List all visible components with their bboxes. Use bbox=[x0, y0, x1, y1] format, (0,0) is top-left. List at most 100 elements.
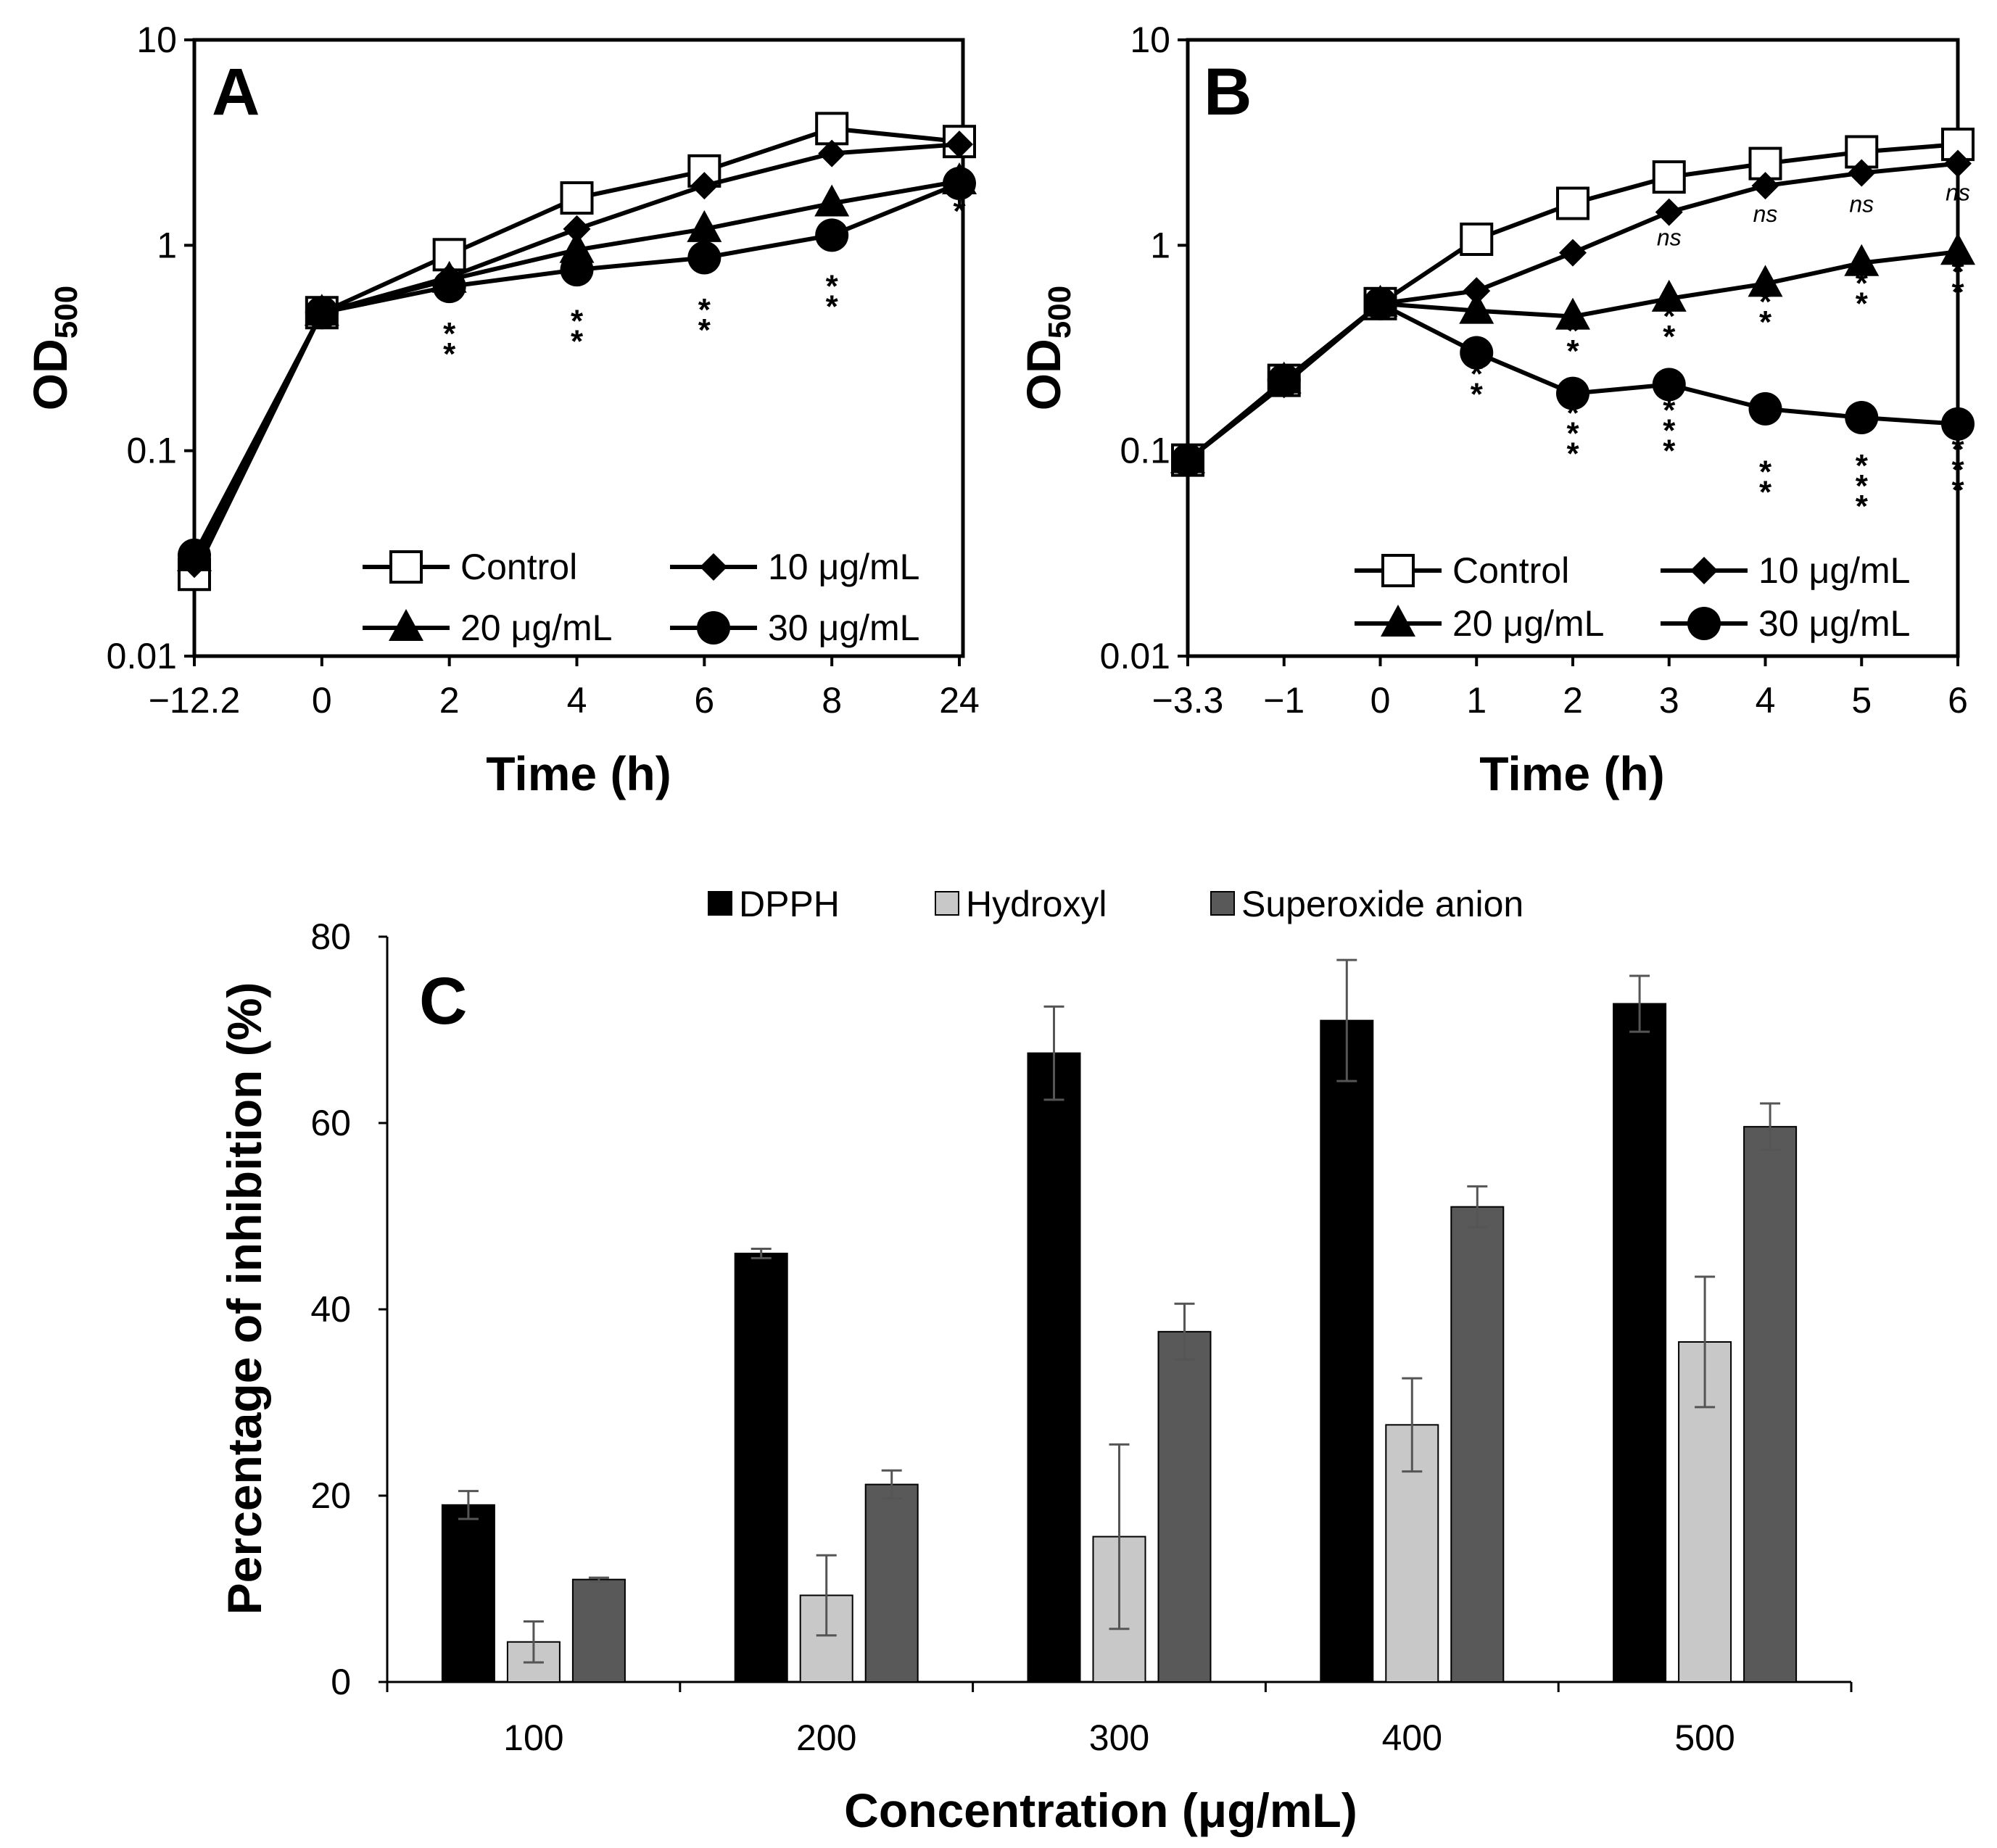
panel-b-x-tick-label: 3 bbox=[1659, 680, 1679, 721]
panel-b-x-tick-label: 2 bbox=[1563, 680, 1583, 721]
panel-b-legend-30-g-ml-label: 30 μg/mL bbox=[1758, 603, 1910, 644]
panel-b-y-tick-label: 1 bbox=[1150, 225, 1170, 265]
panel-b-series-20-g-ml-point bbox=[1844, 244, 1880, 276]
panel-c-x-tick-label: 100 bbox=[503, 1718, 563, 1758]
panel-b-series-10-g-ml-point bbox=[1944, 149, 1972, 178]
panel-c-bar-dpph bbox=[441, 1504, 495, 1683]
panel-a-legend-20-g-ml-label: 20 μg/mL bbox=[460, 608, 612, 648]
panel-b-series-20-g-ml-point bbox=[1651, 279, 1687, 312]
panel-a-x-tick-label: 8 bbox=[822, 680, 842, 721]
panel-c-letter: C bbox=[419, 964, 467, 1038]
panel-b-series-20-g-ml-point bbox=[1459, 291, 1494, 324]
panel-b-series-30-g-ml-point bbox=[1941, 407, 1975, 441]
panel-a-series-30-g-ml-point bbox=[432, 270, 466, 304]
panel-b-x-tick-label: 0 bbox=[1370, 680, 1391, 721]
panel-a-annotation-significance: * * bbox=[571, 303, 584, 359]
panel-a-series-control-point bbox=[815, 112, 849, 146]
panel-c-x-tick-label: 200 bbox=[796, 1718, 856, 1758]
panel-a-series-10-g-ml-point bbox=[563, 215, 591, 243]
panel-b-series-20-g-ml-point bbox=[1940, 233, 1975, 265]
panel-b-annotation-significance: * * bbox=[1856, 265, 1869, 321]
panel-c-legend-superoxide-anion-swatch bbox=[1210, 891, 1235, 916]
panel-a-series-30-g-ml-point bbox=[178, 538, 211, 572]
panel-c-legend-hydroxyl-swatch bbox=[935, 891, 959, 916]
panel-b-series-10-g-ml-point bbox=[1751, 172, 1779, 200]
panel-b-y-axis-title: OD500 bbox=[1017, 286, 1078, 410]
panel-b-series-control-point bbox=[1460, 223, 1494, 257]
panel-a-legend-20-g-ml-marker bbox=[389, 609, 423, 641]
panel-b-series-30-g-ml-point bbox=[1267, 363, 1301, 397]
panel-b-y-tick-label: 0.01 bbox=[1100, 636, 1170, 676]
panel-b-series-30-g-ml-point bbox=[1171, 443, 1204, 477]
panel-c-bar-superoxide-anion bbox=[1450, 1206, 1505, 1683]
panel-c-bar-superoxide-anion bbox=[1157, 1330, 1212, 1683]
panel-b-annotation-significance: * * * bbox=[1663, 392, 1676, 468]
panel-b-annotation-ns: ns bbox=[1753, 201, 1778, 227]
panel-c-bar-superoxide-anion bbox=[1743, 1126, 1798, 1683]
panel-c-y-axis-title: Percentage of inhibition (%) bbox=[218, 982, 271, 1615]
panel-b-x-tick-label: 5 bbox=[1851, 680, 1872, 721]
panel-b-series-30-g-ml-point bbox=[1845, 400, 1879, 434]
panel-b-annotation-significance: * * bbox=[1759, 455, 1772, 510]
panel-a-y-tick-label: 0.1 bbox=[126, 431, 177, 471]
panel-c-legend-dpph-label: DPPH bbox=[739, 884, 840, 924]
panel-b-x-tick-label: −3.3 bbox=[1152, 680, 1224, 721]
panel-b-annotation-significance: * * bbox=[1759, 284, 1772, 340]
panel-c-legend-superoxide-anion-label: Superoxide anion bbox=[1241, 884, 1523, 924]
panel-b-legend-10-g-ml-marker bbox=[1690, 557, 1718, 584]
panel-a-legend-30-g-ml-label: 30 μg/mL bbox=[768, 608, 919, 648]
panel-b-series-30-g-ml-point bbox=[1556, 376, 1589, 410]
panel-a-y-tick-label: 0.01 bbox=[107, 636, 177, 676]
panel-a-annotation-significance: * * bbox=[826, 269, 839, 325]
panel-a-legend-10-g-ml-marker bbox=[700, 553, 727, 581]
panel-b-series-control-point bbox=[1652, 160, 1686, 194]
panel-a-y-tick-label: 10 bbox=[136, 20, 177, 60]
panel-a-annotation-significance: * bbox=[953, 194, 966, 229]
panel-b-y-axis-title-main: OD bbox=[1017, 339, 1070, 410]
panel-a-y-axis-title: OD500 bbox=[23, 286, 84, 410]
panel-a-legend-control-marker bbox=[389, 550, 423, 584]
panel-b-annotation-ns: ns bbox=[1946, 180, 1970, 206]
panel-b-y-tick-label: 0.1 bbox=[1120, 431, 1170, 471]
panel-b-x-tick-label: 1 bbox=[1466, 680, 1487, 721]
panel-b-legend-20-g-ml-label: 20 μg/mL bbox=[1452, 603, 1604, 644]
panel-a-x-tick-label: 2 bbox=[439, 680, 460, 721]
panel-b-y-axis-title-sub: 500 bbox=[1042, 286, 1078, 339]
panel-b-y-tick-label: 10 bbox=[1130, 20, 1170, 60]
panel-b-annotation-significance: * * bbox=[1951, 254, 1964, 310]
panel-b-legend-control-marker bbox=[1381, 554, 1415, 587]
panel-a-x-tick-label: −12.2 bbox=[149, 680, 241, 721]
panel-a-x-tick-label: 6 bbox=[694, 680, 714, 721]
panel-b-annotation-significance: * * * bbox=[1856, 448, 1869, 524]
panel-b-legend-10-g-ml-label: 10 μg/mL bbox=[1758, 550, 1910, 591]
panel-b-series-20-g-ml-point bbox=[1555, 297, 1590, 330]
panel-c-y-tick-label: 20 bbox=[310, 1475, 351, 1516]
panel-c-x-tick-label: 300 bbox=[1089, 1718, 1149, 1758]
panel-a-series-10-g-ml-point bbox=[946, 130, 973, 159]
panel-a-series-10-g-ml-point bbox=[818, 139, 846, 167]
panel-a-x-tick-label: 0 bbox=[312, 680, 332, 721]
panel-b-series-30-g-ml-point bbox=[1460, 336, 1494, 370]
panel-b-series-10-g-ml-point bbox=[1463, 277, 1491, 305]
panel-c-x-tick-label: 500 bbox=[1674, 1718, 1735, 1758]
panel-c-y-tick-label: 40 bbox=[310, 1289, 351, 1330]
panel-a-letter: A bbox=[212, 55, 260, 129]
panel-a-legend-30-g-ml-marker bbox=[697, 611, 730, 645]
panel-c-y-tick-label: 60 bbox=[310, 1103, 351, 1143]
panel-a-series-30-g-ml-point bbox=[560, 253, 594, 287]
panel-b-legend-20-g-ml-marker bbox=[1381, 605, 1415, 637]
panel-a-series-control-point bbox=[560, 181, 594, 215]
panel-c-bar-dpph bbox=[1320, 1019, 1374, 1683]
panel-a-plot-frame bbox=[192, 38, 965, 658]
panel-b-annotation-significance: * * bbox=[1566, 313, 1579, 369]
panel-a-legend-control-label: Control bbox=[460, 547, 577, 587]
panel-a-series-30-g-ml-point bbox=[943, 167, 976, 201]
panel-b-x-tick-label: −1 bbox=[1263, 680, 1305, 721]
panel-a-legend-10-g-ml-label: 10 μg/mL bbox=[768, 547, 919, 587]
panel-b-series-30-g-ml-point bbox=[1748, 391, 1782, 426]
panel-c-chart: C 0 20 40 60 80 100 200 300 400 500 DPPH Hydroxyl S… bbox=[218, 884, 1853, 1837]
panel-b-annotation-significance: * * bbox=[1663, 299, 1676, 355]
panel-b-annotation-significance: * * bbox=[1471, 356, 1484, 412]
panel-b-series-30-g-ml-point bbox=[1363, 286, 1397, 320]
